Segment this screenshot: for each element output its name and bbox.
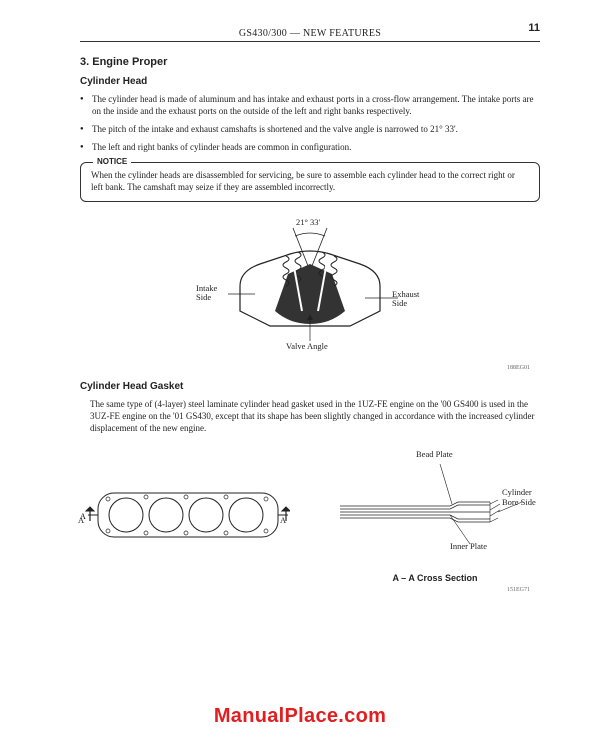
subheading-gasket: Cylinder Head Gasket [80,381,540,392]
bullet-list: The cylinder head is made of aluminum an… [80,93,540,154]
gasket-paragraph: The same type of (4-layer) steel laminat… [80,398,540,434]
subheading-cylinder-head: Cylinder Head [80,76,540,87]
a-label-right: A [280,516,286,525]
cylinder-head-figure: 21° 33' Intake Side Exhaust Side Valve A… [200,216,420,361]
bead-plate-label: Bead Plate [416,450,453,459]
valve-angle-label: Valve Angle [286,342,328,351]
bore-side-label: Cylinder Bore Side [502,488,536,507]
figure-reference: 188EG01 [80,365,530,371]
cross-section-caption: A – A Cross Section [330,573,540,583]
bullet-item: The pitch of the intake and exhaust cams… [80,123,540,135]
inner-plate-label: Inner Plate [450,542,487,551]
header-title: GS430/300 — NEW FEATURES [239,28,381,39]
intake-side-label: Intake Side [196,284,217,303]
exhaust-side-label: Exhaust Side [392,290,419,309]
gasket-figure-row: A A A [80,452,540,583]
bullet-item: The cylinder head is made of aluminum an… [80,93,540,117]
notice-text: When the cylinder heads are disassembled… [91,169,529,193]
section-title: 3. Engine Proper [80,56,540,68]
page-number: 11 [528,22,540,34]
figure2-reference: 151EG71 [80,587,530,593]
a-label-left: A [78,516,84,525]
notice-box: NOTICE When the cylinder heads are disas… [80,162,540,202]
notice-label: NOTICE [93,157,131,166]
gasket-cross-section: Bead Plate Cylinder Bore Side Inner Plat… [330,452,540,583]
gasket-topview: A A A [80,475,290,560]
watermark: ManualPlace.com [0,705,600,728]
bullet-item: The left and right banks of cylinder hea… [80,141,540,153]
angle-label: 21° 33' [296,218,320,227]
